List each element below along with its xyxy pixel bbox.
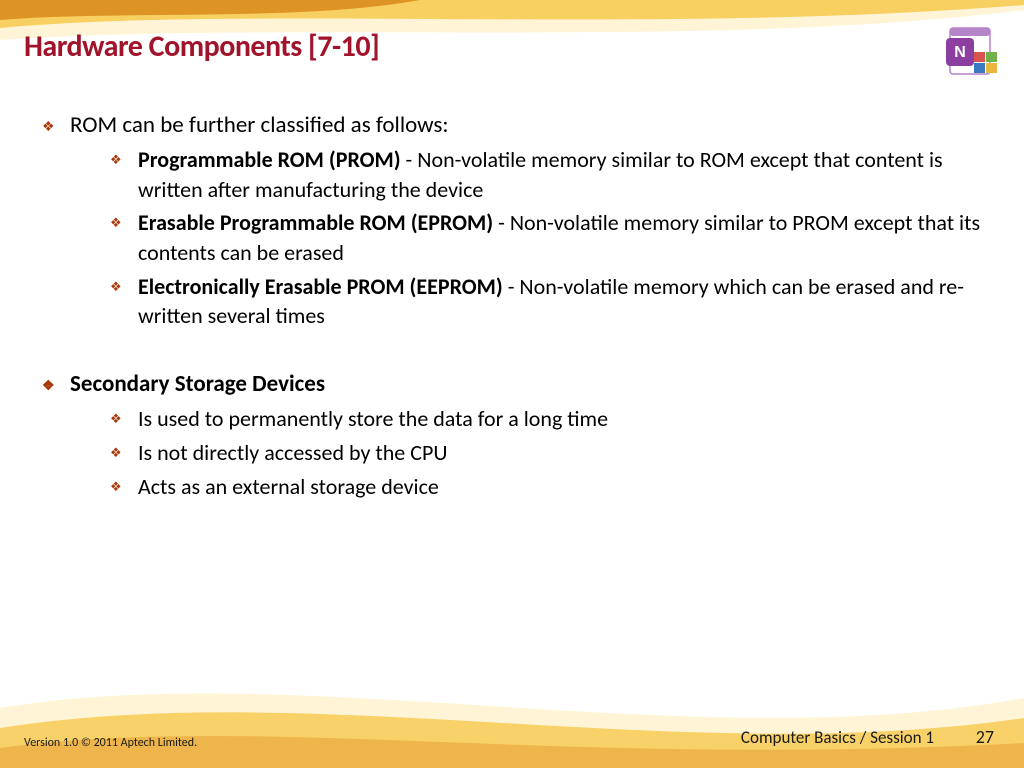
bullet-text: Is not directly accessed by the CPU <box>138 438 447 468</box>
slide-title: Hardware Components [7-10] <box>24 28 379 65</box>
bullet-text: Programmable ROM (PROM) - Non-volatile m… <box>138 145 982 204</box>
bullet-text: Is used to permanently store the data fo… <box>138 404 608 434</box>
diamond-bullet-icon: ❖ <box>110 438 138 463</box>
bullet-text: Electronically Erasable PROM (EEPROM) - … <box>138 272 982 331</box>
footer-session: Computer Basics / Session 1 <box>741 727 934 748</box>
bullet-text: Erasable Programmable ROM (EPROM) - Non-… <box>138 208 982 267</box>
diamond-bullet-icon: ❖ <box>42 369 70 396</box>
bullet-text: Acts as an external storage device <box>138 472 439 502</box>
diamond-bullet-icon: ❖ <box>110 472 138 497</box>
svg-text:N: N <box>954 44 966 61</box>
bullet-text: Secondary Storage Devices <box>70 369 325 400</box>
bottom-swoosh-decoration <box>0 648 1024 768</box>
diamond-bullet-icon: ❖ <box>110 272 138 297</box>
bullet-level-1: ❖ROM can be further classified as follow… <box>42 110 982 141</box>
bullet-text: ROM can be further classified as follows… <box>70 110 449 141</box>
bullet-level-2: ❖Programmable ROM (PROM) - Non-volatile … <box>110 145 982 204</box>
footer-page-number: 27 <box>976 726 994 748</box>
footer-version: Version 1.0 © 2011 Aptech Limited. <box>24 736 197 750</box>
slide-content: ❖ROM can be further classified as follow… <box>42 110 982 505</box>
diamond-bullet-icon: ❖ <box>110 145 138 170</box>
bullet-level-2: ❖Is not directly accessed by the CPU <box>110 438 982 468</box>
bullet-level-1: ❖Secondary Storage Devices <box>42 369 982 400</box>
spacer <box>42 335 982 369</box>
bullet-level-2: ❖Electronically Erasable PROM (EEPROM) -… <box>110 272 982 331</box>
bullet-level-2: ❖Erasable Programmable ROM (EPROM) - Non… <box>110 208 982 267</box>
diamond-bullet-icon: ❖ <box>110 404 138 429</box>
diamond-bullet-icon: ❖ <box>42 110 70 137</box>
diamond-bullet-icon: ❖ <box>110 208 138 233</box>
onenote-windows-icon: N <box>944 24 1000 80</box>
bullet-level-2: ❖Is used to permanently store the data f… <box>110 404 982 434</box>
bullet-level-2: ❖Acts as an external storage device <box>110 472 982 502</box>
